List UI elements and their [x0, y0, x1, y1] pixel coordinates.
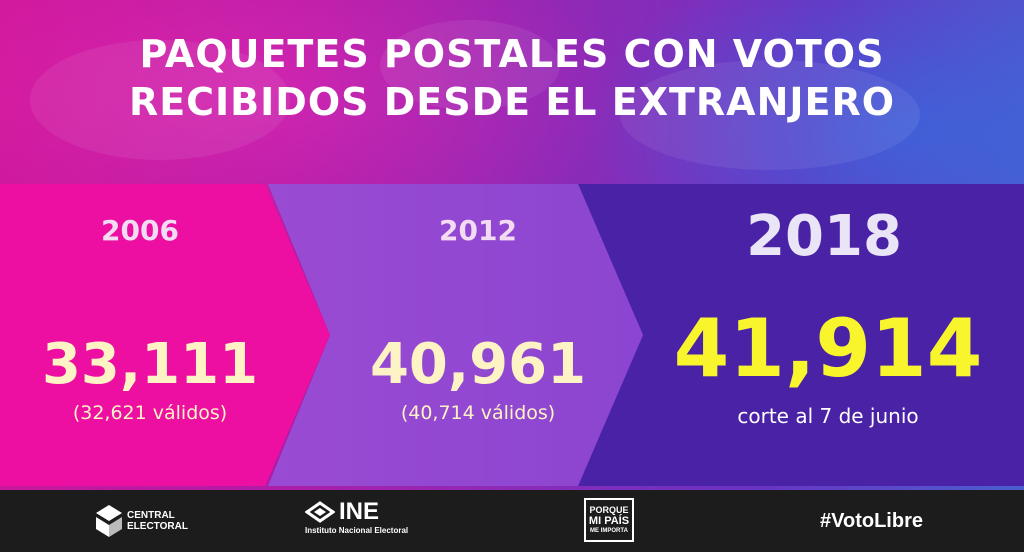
footer-bar: CENTRAL ELECTORAL INE Instituto Nacional… — [0, 490, 1024, 552]
title-line-2: RECIBIDOS DESDE EL EXTRANJERO — [128, 80, 896, 124]
panel-2018: 2018 41,914 corte al 7 de junio — [578, 184, 1024, 486]
panel-2012: 2012 40,961 (40,714 válidos) — [268, 184, 643, 486]
hashtag: #VotoLibre — [820, 509, 923, 532]
porque-line-1: PORQUE — [589, 505, 629, 515]
panel-count: 41,914 — [673, 302, 983, 395]
panel-count: 40,961 — [369, 332, 587, 397]
page-title: PAQUETES POSTALES CON VOTOS RECIBIDOS DE… — [0, 30, 1024, 126]
map-shape — [380, 20, 560, 110]
ine-logo-icon — [305, 501, 335, 523]
ine-subtitle: Instituto Nacional Electoral — [305, 526, 409, 535]
panel-year: 2006 — [101, 214, 179, 247]
porque-mi-pais-logo: PORQUE MI PAÍS ME IMPORTA — [584, 498, 634, 542]
panel-note: (40,714 válidos) — [400, 402, 556, 424]
central-electoral-logo: CENTRAL ELECTORAL — [96, 502, 188, 540]
year-panels: 2006 33,111 (32,621 válidos) 2012 40,961… — [0, 184, 1024, 486]
panel-note: (32,621 válidos) — [72, 402, 228, 424]
panel-note: corte al 7 de junio — [737, 404, 919, 428]
panel-year: 2018 — [746, 204, 902, 269]
title-line-1: PAQUETES POSTALES CON VOTOS — [139, 32, 885, 76]
map-shape — [30, 40, 290, 160]
ine-logo: INE Instituto Nacional Electoral — [305, 500, 408, 540]
panel-2006: 2006 33,111 (32,621 válidos) — [0, 184, 330, 486]
map-shape — [620, 60, 920, 170]
central-electoral-logo-icon — [96, 505, 122, 537]
central-electoral-line-2: ELECTORAL — [127, 521, 188, 532]
central-electoral-line-1: CENTRAL — [127, 510, 175, 521]
porque-line-3: ME IMPORTA — [590, 528, 628, 534]
ine-name: INE — [339, 498, 380, 525]
panel-count: 33,111 — [41, 332, 259, 397]
panel-year: 2012 — [439, 214, 517, 247]
porque-line-2: MI PAÍS — [588, 515, 630, 527]
